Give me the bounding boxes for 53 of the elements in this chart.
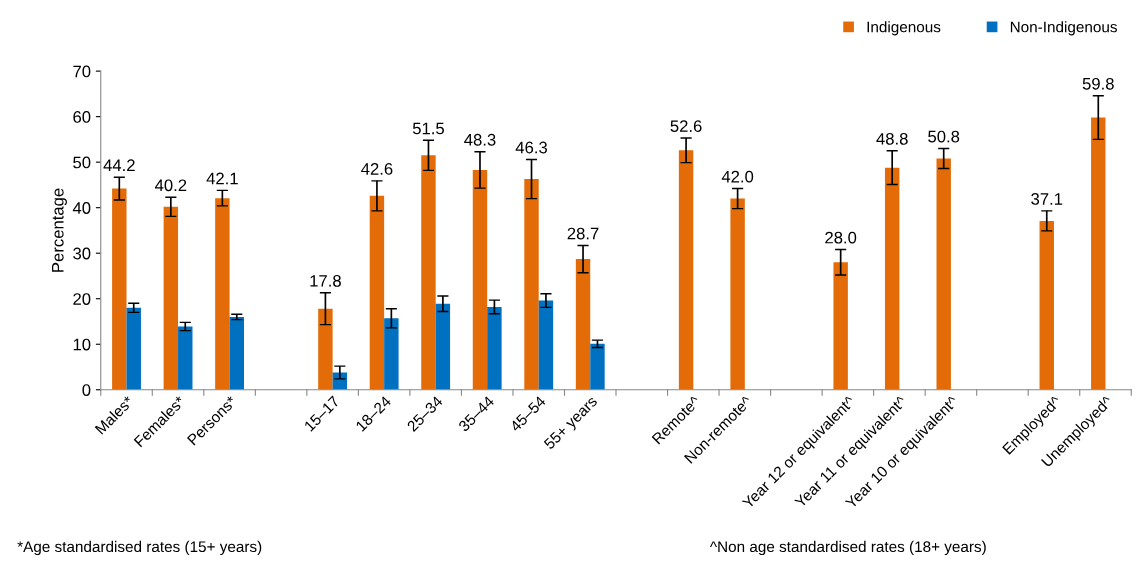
data-label: 51.5 [412, 122, 444, 135]
data-label: 42.1 [206, 172, 238, 185]
y-tick-label: 70 [73, 65, 91, 78]
y-tick-label: 30 [73, 247, 91, 260]
data-label: 28.0 [825, 231, 857, 244]
y-tick-label: 60 [73, 111, 91, 123]
bar [590, 343, 605, 390]
bar [884, 167, 900, 390]
data-label: 40.2 [155, 179, 187, 192]
y-tick-label: 50 [73, 156, 91, 169]
bar [538, 300, 554, 390]
data-label: 59.8 [1082, 77, 1114, 90]
bar [524, 179, 539, 390]
bar [163, 206, 179, 390]
bar [215, 198, 230, 390]
data-label: 37.1 [1031, 193, 1063, 205]
bar [730, 198, 745, 390]
bar [575, 259, 591, 390]
data-label: 42.0 [721, 170, 754, 183]
data-label: 44.2 [103, 159, 135, 171]
data-label: 48.8 [876, 132, 908, 145]
data-label: 17.8 [310, 274, 341, 287]
y-axis-title: Percentage [52, 188, 67, 272]
bar [833, 262, 848, 390]
y-tick-label: 0 [82, 384, 91, 396]
legend-label: Indigenous [867, 21, 941, 36]
data-label: 50.8 [928, 130, 960, 143]
bar [384, 318, 399, 390]
bar [435, 303, 451, 390]
bar [472, 169, 488, 390]
bar [487, 306, 502, 390]
bar [112, 188, 127, 390]
data-label: 46.3 [515, 141, 547, 154]
data-label: 42.6 [361, 163, 393, 175]
data-label: 28.7 [567, 227, 599, 240]
y-tick-label: 10 [73, 338, 91, 351]
bar [1039, 220, 1054, 390]
text: *Age standardised rates (15+ years) [17, 540, 262, 556]
bar [178, 326, 193, 390]
bar [421, 155, 436, 390]
text: ^Non age standardised rates (18+ years) [709, 540, 986, 556]
bar [1091, 117, 1106, 390]
y-tick-label: 20 [73, 293, 91, 305]
bar [229, 316, 244, 390]
bar [126, 307, 141, 390]
legend-label: Non-Indigenous [1010, 21, 1117, 36]
bar [936, 158, 951, 390]
data-label: 48.3 [464, 133, 496, 146]
bar [678, 150, 694, 390]
data-label: 52.6 [670, 120, 702, 133]
bar [369, 195, 385, 390]
y-tick-label: 40 [72, 202, 91, 214]
bar [318, 308, 333, 390]
